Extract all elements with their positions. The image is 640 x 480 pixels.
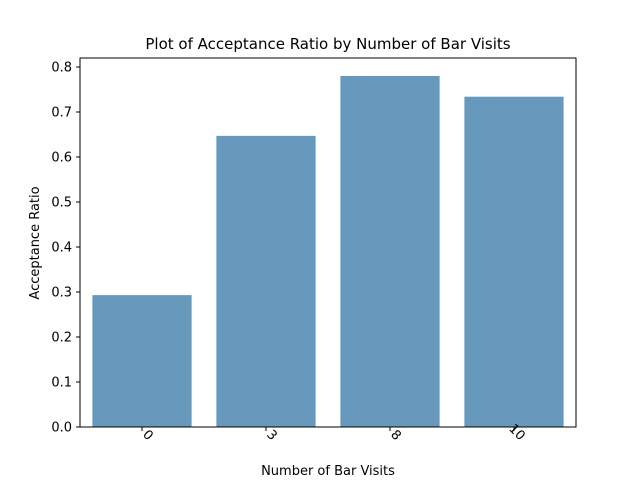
y-tick-label: 0.7 bbox=[51, 106, 72, 121]
y-axis-label: Acceptance Ratio bbox=[28, 186, 43, 299]
bar-10 bbox=[464, 96, 564, 427]
y-tick-label: 0.6 bbox=[51, 151, 72, 166]
bars-group bbox=[92, 76, 564, 427]
y-tick-label: 0.4 bbox=[51, 241, 72, 256]
chart-title: Plot of Acceptance Ratio by Number of Ba… bbox=[145, 35, 510, 53]
x-axis-label: Number of Bar Visits bbox=[261, 464, 395, 479]
y-tick-label: 0.1 bbox=[51, 376, 72, 391]
y-tick-label: 0.3 bbox=[51, 286, 72, 301]
y-tick-label: 0.8 bbox=[51, 61, 72, 76]
bar-0 bbox=[92, 295, 192, 427]
y-tick-label: 0.2 bbox=[51, 331, 72, 346]
plot-area-frame bbox=[79, 57, 577, 428]
y-axis-ticks: 0.0 0.1 0.2 0.3 0.4 0.5 0.6 0.7 0.8 bbox=[51, 61, 80, 436]
bar-8 bbox=[340, 76, 440, 427]
bar-3 bbox=[216, 135, 316, 427]
y-tick-label: 0.5 bbox=[51, 196, 72, 211]
y-tick-label: 0.0 bbox=[51, 421, 72, 436]
